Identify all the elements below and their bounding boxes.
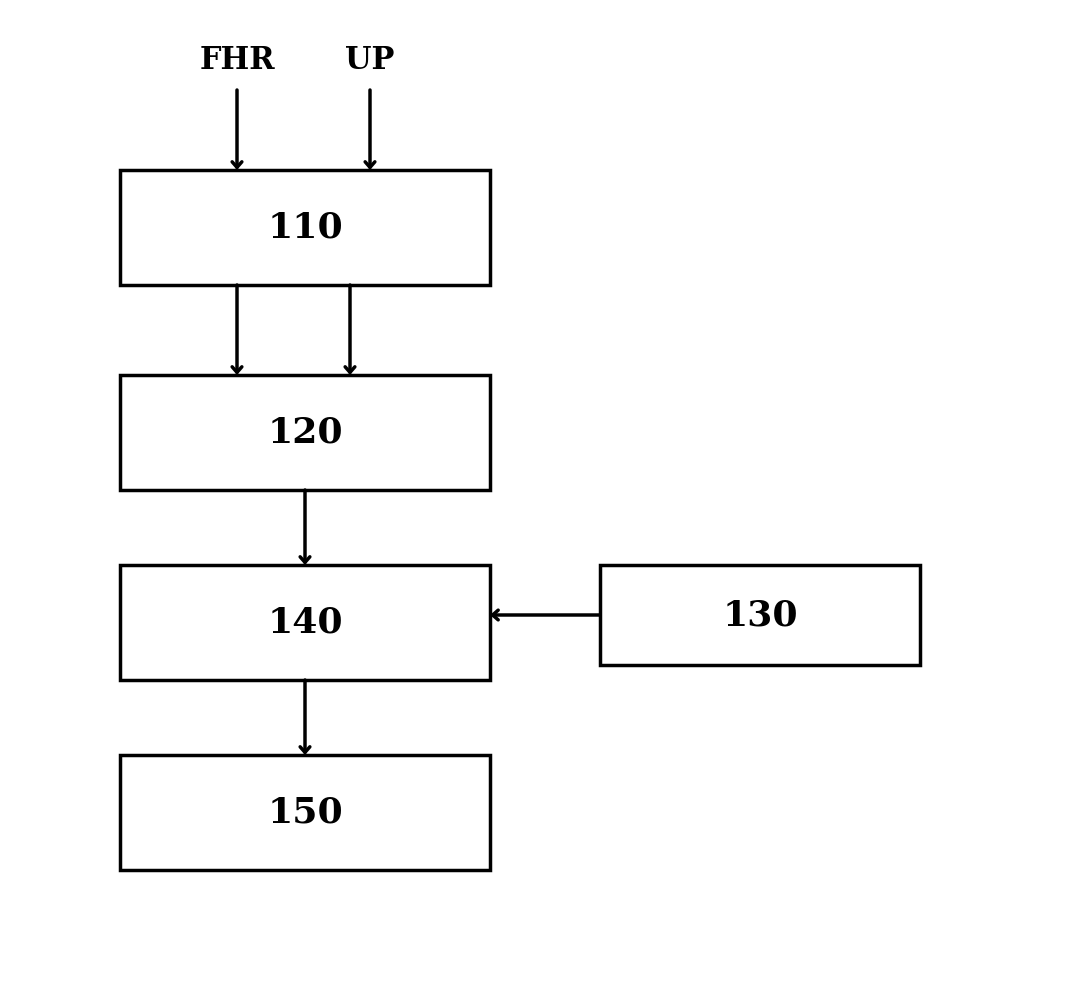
Text: 120: 120 xyxy=(267,415,343,449)
Text: 130: 130 xyxy=(723,598,798,632)
Bar xyxy=(120,565,490,680)
Text: 140: 140 xyxy=(267,605,343,639)
Bar xyxy=(120,755,490,870)
Bar xyxy=(600,565,920,665)
Text: 150: 150 xyxy=(267,796,343,829)
Text: UP: UP xyxy=(345,45,394,76)
Text: 110: 110 xyxy=(267,210,343,244)
Text: FHR: FHR xyxy=(199,45,274,76)
Bar xyxy=(120,170,490,285)
Bar xyxy=(120,375,490,490)
